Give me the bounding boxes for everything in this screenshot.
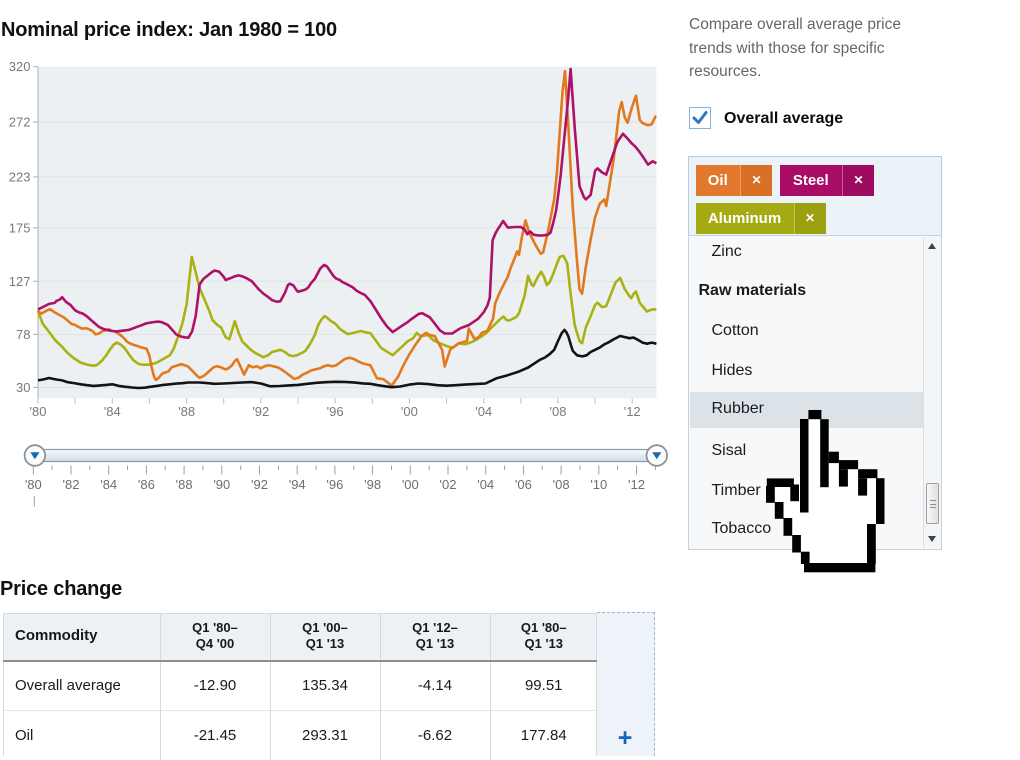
svg-text:'96: '96 [326,477,343,492]
svg-text:78: 78 [16,327,30,342]
svg-text:'84: '84 [100,477,117,492]
svg-text:'98: '98 [364,477,381,492]
svg-text:'82: '82 [63,477,80,492]
svg-text:30: 30 [16,380,30,395]
svg-text:'86: '86 [138,477,155,492]
svg-text:175: 175 [9,220,31,235]
svg-text:'92: '92 [251,477,268,492]
svg-text:'02: '02 [440,477,457,492]
svg-text:223: 223 [9,169,31,184]
svg-text:'12: '12 [624,404,641,419]
svg-text:272: 272 [9,115,31,130]
svg-text:'88: '88 [176,477,193,492]
svg-text:'08: '08 [553,477,570,492]
svg-text:'06: '06 [515,477,532,492]
svg-text:'80: '80 [25,477,42,492]
svg-text:'84: '84 [104,404,121,419]
svg-text:'90: '90 [213,477,230,492]
svg-text:'12: '12 [628,477,645,492]
svg-text:'94: '94 [289,477,306,492]
svg-text:320: 320 [9,59,31,74]
svg-text:'92: '92 [252,404,269,419]
svg-text:'04: '04 [477,477,494,492]
svg-text:127: 127 [9,274,31,289]
svg-text:'08: '08 [550,404,567,419]
svg-text:'10: '10 [590,477,607,492]
svg-text:'80: '80 [30,404,47,419]
svg-text:'04: '04 [475,404,492,419]
svg-text:'96: '96 [327,404,344,419]
svg-text:'88: '88 [178,404,195,419]
svg-text:'00: '00 [401,404,418,419]
svg-text:'00: '00 [402,477,419,492]
